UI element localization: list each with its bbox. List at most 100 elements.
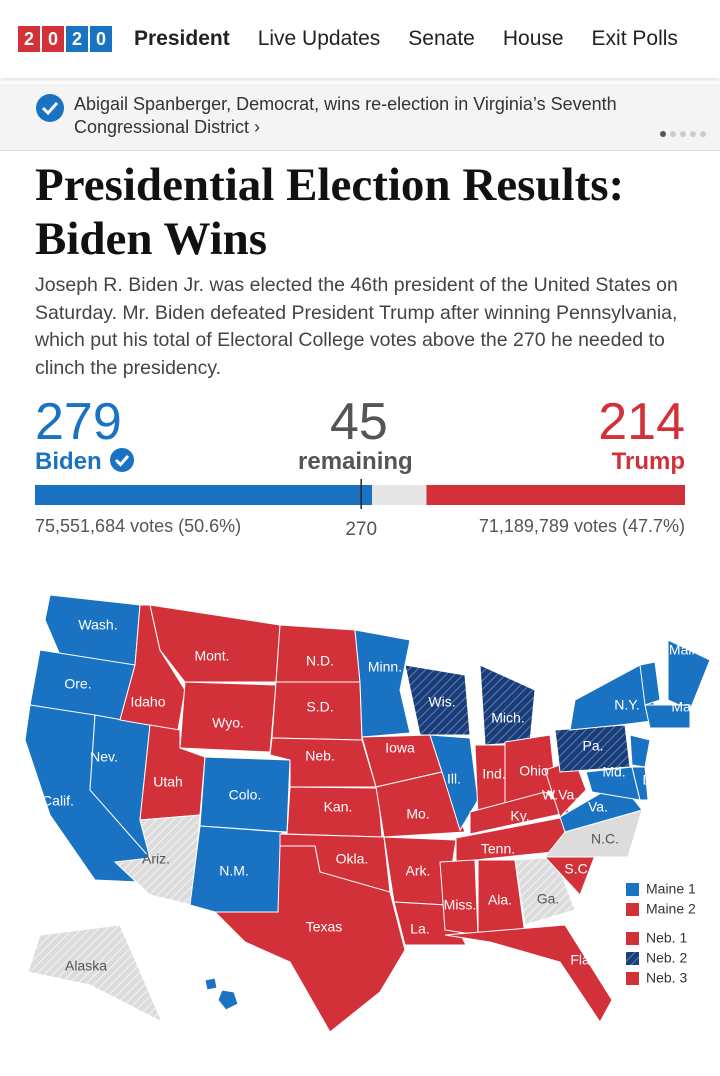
state-label: Alaska [65,958,107,974]
state-shape [444,924,613,1023]
state-label: Ala. [488,892,512,908]
summary: Joseph R. Biden Jr. was elected the 46th… [35,274,678,379]
state-label: Wyo. [212,715,244,731]
state-label: S.C. [564,861,591,877]
nav-item[interactable]: House [502,27,564,50]
state-shape [375,771,466,838]
state-label: Utah [153,774,183,790]
nav-item[interactable]: Senate [408,27,475,50]
legend-swatch [626,972,639,985]
state-label: Mass. [671,699,708,715]
state-label: Vt. [634,650,651,666]
winner-check [110,448,135,472]
state-shape [629,734,651,768]
news-banner[interactable]: Abigail Spanberger, Democrat, wins re-el… [0,84,720,151]
state-shape [204,977,239,1011]
state-label: Texas [306,919,343,935]
state-shape [213,845,406,1033]
legend-label: Maine 2 [646,901,696,917]
threshold-label: 270 [345,519,377,540]
state-shape [404,664,471,736]
state-label: Calif. [42,793,74,809]
state-shape [479,664,536,746]
state-label: Ariz. [142,851,170,867]
state-label: Ky. [510,808,529,824]
logo-char: 0 [90,26,112,52]
state-label: Iowa [385,740,415,756]
legend-label: Neb. 3 [646,970,687,986]
state-label: La. [410,921,429,937]
state-label: N.C. [591,831,619,847]
carousel-dots [656,124,706,142]
state-label: Minn. [368,659,402,675]
state-shape [639,661,661,706]
state-shape [429,734,479,832]
state-label: Mo. [406,806,429,822]
state-shape [149,604,281,683]
check-icon [36,94,64,122]
remaining-votes: 45 [330,393,388,451]
state-label: N.D. [306,653,334,669]
trump-label: Trump [611,448,685,475]
state-shape [631,766,649,801]
state-label: Ohio [519,763,549,779]
trump-electoral-votes: 214 [598,393,685,451]
state-label: Wash. [78,617,117,633]
nav-item[interactable]: Exit Polls [591,27,678,50]
legend-label: Neb. 1 [646,930,687,946]
state-label: Va. [588,799,608,815]
legend-label: Maine 1 [646,881,696,897]
state-shape [354,629,411,738]
remaining-label: remaining [298,448,413,475]
state-label: Mont. [194,648,229,664]
biden-label: Biden [35,448,135,476]
state-label: Ga. [537,891,560,907]
logo-char: 2 [66,26,88,52]
nav-item[interactable]: Live Updates [257,27,381,50]
state-label: Idaho [130,694,165,710]
state-label: S.D. [306,699,333,715]
state-shape [644,704,691,729]
legend-swatch [626,883,639,896]
state-label: N.M. [219,863,249,879]
state-shape [27,924,164,1024]
state-label: Wis. [428,694,455,710]
state-label: W.Va. [542,787,578,803]
state-label: Md. [602,764,625,780]
legend-swatch [626,952,639,965]
legend-swatch [626,903,639,916]
state-label: Del. [643,772,668,788]
state-label: Ind. [482,766,505,782]
legend-swatch [626,932,639,945]
trump-popular-vote: 71,189,789 votes (47.7%) [478,516,685,536]
state-label: Neb. [305,748,335,764]
headline: Presidential Election Results: Biden Win… [35,159,625,265]
state-shape [113,814,201,906]
banner-text[interactable]: Abigail Spanberger, Democrat, wins re-el… [74,94,617,137]
state-label: Maine [669,642,707,658]
state-label: N.Y. [614,697,639,713]
state-shape [569,664,661,731]
state-label: Ill. [447,771,461,787]
electoral-bar [35,485,373,505]
state-label: Kan. [324,799,353,815]
state-label: Ark. [406,863,431,879]
state-label: Tenn. [481,841,515,857]
logo-char: 0 [42,26,64,52]
state-label: Miss. [444,897,477,913]
state-label: N.J. [650,747,675,763]
electoral-bar [426,485,685,505]
state-label: Nev. [90,749,118,765]
electoral-bar [372,485,427,505]
state-label: Pa. [582,738,603,754]
nav-item[interactable]: President [134,27,230,50]
state-label: Ore. [64,676,91,692]
biden-electoral-votes: 279 [35,393,122,451]
logo-char: 2 [18,26,40,52]
state-label: Okla. [336,851,369,867]
state-label: Hawaii [237,985,279,1001]
